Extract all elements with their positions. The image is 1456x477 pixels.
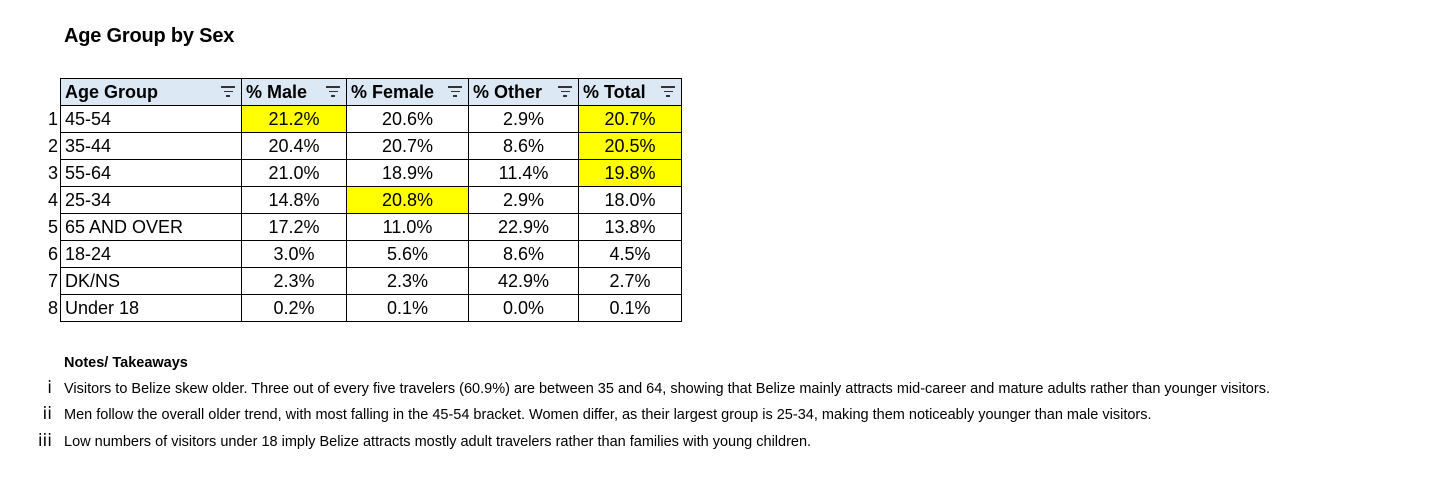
cell-female[interactable]: 2.3% bbox=[346, 267, 469, 295]
cell-other[interactable]: 0.0% bbox=[468, 294, 579, 322]
cell-female[interactable]: 18.9% bbox=[346, 159, 469, 187]
age-sex-table-container: Age Group % Male % Female % Other % Tota… bbox=[30, 78, 682, 322]
column-header-female[interactable]: % Female bbox=[346, 78, 469, 106]
table-body: 1 45-54 21.2% 20.6% 2.9% 20.7% 2 35-44 20.4% 20.7… bbox=[30, 105, 682, 322]
cell-male[interactable]: 21.0% bbox=[241, 159, 347, 187]
cell-other[interactable]: 2.9% bbox=[468, 186, 579, 214]
cell-total[interactable]: 13.8% bbox=[578, 213, 682, 241]
cell-other[interactable]: 22.9% bbox=[468, 213, 579, 241]
cell-total[interactable]: 20.5% bbox=[578, 132, 682, 160]
note-item: ii Men follow the overall older trend, w… bbox=[0, 404, 1450, 429]
cell-female[interactable]: 11.0% bbox=[346, 213, 469, 241]
column-header-male[interactable]: % Male bbox=[241, 78, 347, 106]
column-header-other[interactable]: % Other bbox=[468, 78, 579, 106]
cell-age[interactable]: 25-34 bbox=[60, 186, 242, 214]
row-number: 6 bbox=[47, 244, 58, 264]
cell-female[interactable]: 20.7% bbox=[346, 132, 469, 160]
cell-age[interactable]: DK/NS bbox=[60, 267, 242, 295]
cell-total[interactable]: 4.5% bbox=[578, 240, 682, 268]
note-number: i bbox=[47, 378, 52, 398]
cell-other[interactable]: 2.9% bbox=[468, 105, 579, 133]
note-number: ii bbox=[42, 404, 52, 424]
cell-age[interactable]: 55-64 bbox=[60, 159, 242, 187]
table-row: 2 35-44 20.4% 20.7% 8.6% 20.5% bbox=[30, 132, 682, 160]
table-row: 5 65 AND OVER 17.2% 11.0% 22.9% 13.8% bbox=[30, 213, 682, 241]
cell-age[interactable]: Under 18 bbox=[60, 294, 242, 322]
row-number: 2 bbox=[47, 136, 58, 156]
column-header-label: Age Group bbox=[65, 82, 158, 102]
filter-icon[interactable] bbox=[661, 86, 675, 98]
age-sex-table: Age Group % Male % Female % Other % Tota… bbox=[30, 78, 682, 322]
table-row: 4 25-34 14.8% 20.8% 2.9% 18.0% bbox=[30, 186, 682, 214]
note-item: iii Low numbers of visitors under 18 imp… bbox=[0, 431, 1450, 456]
row-number: 1 bbox=[47, 109, 58, 129]
cell-female[interactable]: 0.1% bbox=[346, 294, 469, 322]
notes-title: Notes/ Takeaways bbox=[64, 355, 188, 371]
cell-total[interactable]: 18.0% bbox=[578, 186, 682, 214]
cell-other[interactable]: 8.6% bbox=[468, 132, 579, 160]
column-header-label: % Female bbox=[351, 82, 435, 102]
table-row: 8 Under 18 0.2% 0.1% 0.0% 0.1% bbox=[30, 294, 682, 322]
table-row: 6 18-24 3.0% 5.6% 8.6% 4.5% bbox=[30, 240, 682, 268]
filter-icon[interactable] bbox=[326, 86, 340, 98]
table-row: 3 55-64 21.0% 18.9% 11.4% 19.8% bbox=[30, 159, 682, 187]
row-number: 3 bbox=[47, 163, 58, 183]
table-header-row: Age Group % Male % Female % Other % Tota… bbox=[30, 78, 682, 106]
cell-female[interactable]: 5.6% bbox=[346, 240, 469, 268]
row-number: 5 bbox=[47, 217, 58, 237]
column-header-label: % Total bbox=[583, 82, 646, 102]
cell-age[interactable]: 35-44 bbox=[60, 132, 242, 160]
cell-total[interactable]: 20.7% bbox=[578, 105, 682, 133]
note-number: iii bbox=[37, 431, 52, 451]
table-row: 1 45-54 21.2% 20.6% 2.9% 20.7% bbox=[30, 105, 682, 133]
cell-age[interactable]: 45-54 bbox=[60, 105, 242, 133]
column-header-total[interactable]: % Total bbox=[578, 78, 682, 106]
page-title: Age Group by Sex bbox=[64, 25, 235, 47]
cell-total[interactable]: 2.7% bbox=[578, 267, 682, 295]
cell-age[interactable]: 18-24 bbox=[60, 240, 242, 268]
filter-icon[interactable] bbox=[221, 86, 235, 98]
cell-male[interactable]: 3.0% bbox=[241, 240, 347, 268]
cell-other[interactable]: 8.6% bbox=[468, 240, 579, 268]
cell-male[interactable]: 17.2% bbox=[241, 213, 347, 241]
note-text: Visitors to Belize skew older. Three out… bbox=[64, 381, 1270, 397]
cell-male[interactable]: 2.3% bbox=[241, 267, 347, 295]
cell-total[interactable]: 0.1% bbox=[578, 294, 682, 322]
cell-male[interactable]: 21.2% bbox=[241, 105, 347, 133]
cell-other[interactable]: 42.9% bbox=[468, 267, 579, 295]
column-header-age-group[interactable]: Age Group bbox=[60, 78, 242, 106]
column-header-label: % Other bbox=[473, 82, 543, 102]
row-number-header bbox=[30, 79, 61, 106]
cell-male[interactable]: 14.8% bbox=[241, 186, 347, 214]
cell-female[interactable]: 20.6% bbox=[346, 105, 469, 133]
cell-total[interactable]: 19.8% bbox=[578, 159, 682, 187]
cell-other[interactable]: 11.4% bbox=[468, 159, 579, 187]
note-text: Men follow the overall older trend, with… bbox=[64, 407, 1152, 423]
note-item: i Visitors to Belize skew older. Three o… bbox=[0, 378, 1450, 403]
column-header-label: % Male bbox=[246, 82, 308, 102]
cell-female[interactable]: 20.8% bbox=[346, 186, 469, 214]
row-number: 7 bbox=[47, 271, 58, 291]
filter-icon[interactable] bbox=[558, 86, 572, 98]
cell-male[interactable]: 20.4% bbox=[241, 132, 347, 160]
row-number: 8 bbox=[47, 298, 58, 318]
filter-icon[interactable] bbox=[448, 86, 462, 98]
row-number: 4 bbox=[47, 190, 58, 210]
cell-male[interactable]: 0.2% bbox=[241, 294, 347, 322]
cell-age[interactable]: 65 AND OVER bbox=[60, 213, 242, 241]
table-row: 7 DK/NS 2.3% 2.3% 42.9% 2.7% bbox=[30, 267, 682, 295]
note-text: Low numbers of visitors under 18 imply B… bbox=[64, 434, 812, 450]
